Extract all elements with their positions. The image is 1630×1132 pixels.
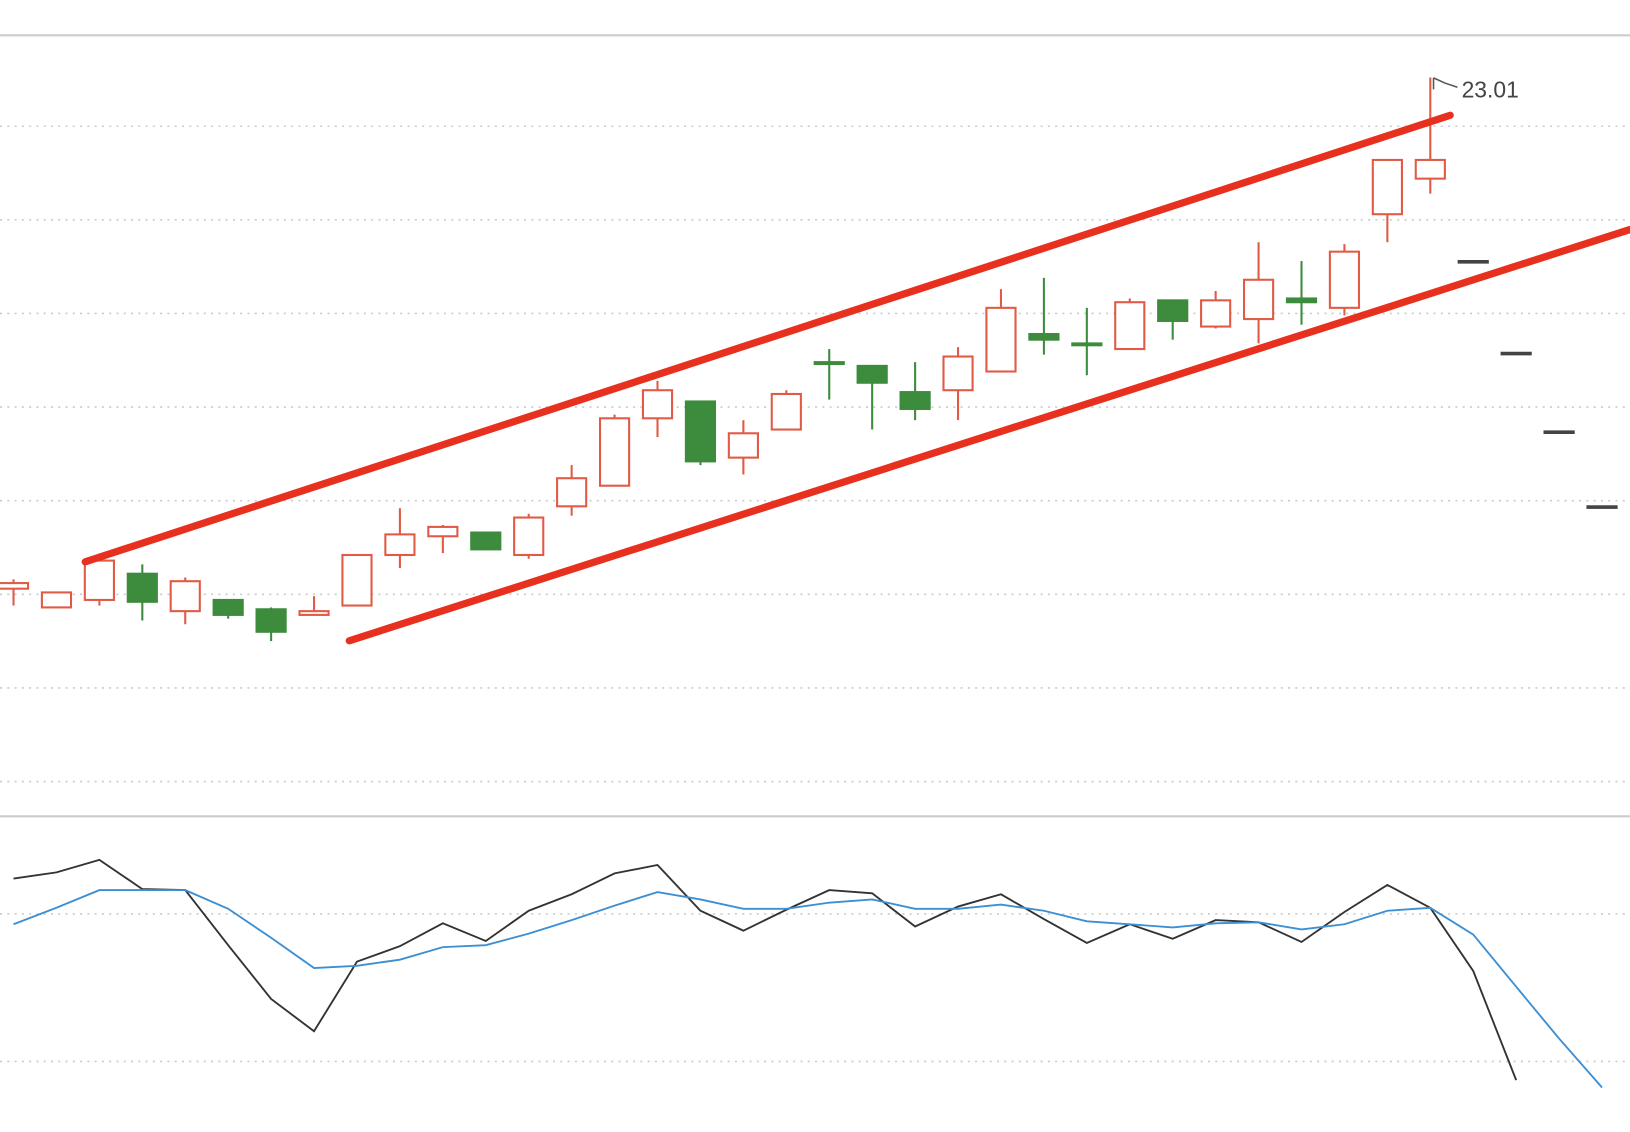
oscillator-line (13, 889, 1603, 1089)
candle-body (341, 553, 373, 607)
candle-body (598, 417, 631, 487)
candle-body (899, 391, 931, 410)
candle-body (470, 531, 502, 551)
candle-body (727, 432, 759, 459)
candle-body (813, 361, 845, 366)
annotation-flag (1432, 77, 1458, 90)
candle-body (1028, 333, 1060, 341)
channel-upper (81, 111, 1454, 566)
candle-body (1586, 505, 1618, 509)
candle-body (1543, 430, 1575, 435)
candle-body (427, 525, 459, 538)
candle-body (684, 400, 717, 463)
candle-body (1500, 351, 1532, 356)
annotation-group: 23.01 (1432, 76, 1519, 102)
candle-body (169, 580, 201, 613)
candle-body (556, 477, 588, 508)
candle-body (985, 306, 1017, 373)
candle-body (83, 559, 115, 601)
channel-lower (345, 225, 1630, 645)
candle-body (1071, 342, 1103, 347)
oscillator-line (13, 858, 1518, 1081)
candle-body (1114, 301, 1146, 351)
candle-body (1457, 259, 1489, 264)
candle-body (298, 610, 330, 616)
candle-body (1285, 297, 1318, 304)
candle-body (40, 591, 73, 609)
candle-body (641, 389, 674, 420)
candle-body (0, 582, 30, 590)
candle-body (126, 572, 158, 603)
candle-body (770, 392, 802, 431)
candle-body (1328, 250, 1361, 309)
candle-body (1414, 158, 1446, 180)
candle-body (212, 598, 244, 616)
candle-body (1157, 299, 1189, 322)
candle-body (856, 364, 888, 384)
candle-body (1371, 158, 1403, 216)
candle-body (1242, 278, 1275, 321)
price-panel (0, 77, 1630, 783)
candle-body (513, 516, 545, 557)
oscillator-panel (0, 858, 1630, 1089)
candle-body (384, 533, 416, 557)
annotation: 23.01 (1462, 76, 1519, 102)
candle-body (942, 355, 974, 392)
candle-body (255, 608, 287, 633)
candle-body (1200, 299, 1232, 328)
